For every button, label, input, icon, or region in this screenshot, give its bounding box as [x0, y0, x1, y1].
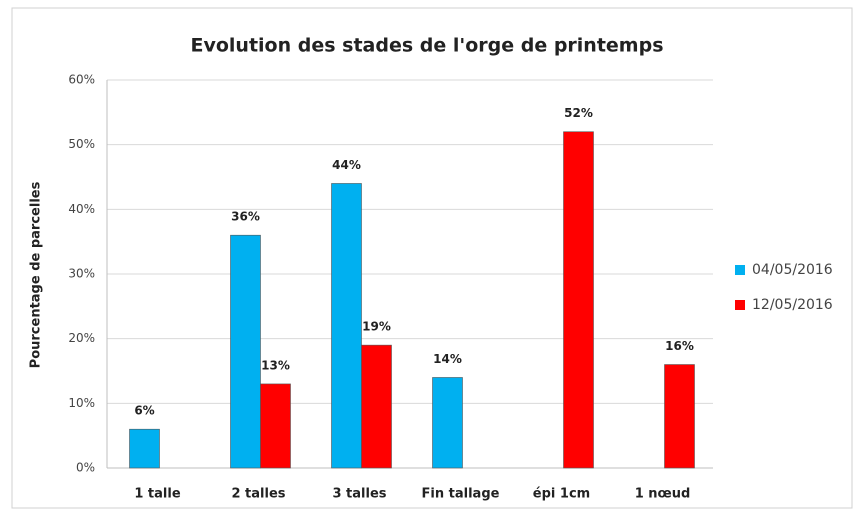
x-tick-label: 1 talle [134, 487, 180, 502]
value-label: 13% [261, 358, 290, 372]
value-label: 6% [134, 404, 154, 418]
bar [331, 183, 362, 469]
bar [563, 131, 594, 469]
bar [664, 364, 695, 469]
bar [230, 234, 261, 469]
value-label: 52% [564, 106, 593, 120]
y-tick-label: 60% [68, 73, 95, 87]
legend-label: 04/05/2016 [752, 262, 833, 278]
x-tick-label: épi 1cm [533, 487, 590, 502]
y-axis-title: Pourcentage de parcelles [29, 181, 44, 368]
legend-swatch [735, 265, 745, 275]
y-tick-label: 0% [76, 461, 95, 475]
x-tick-label: Fin tallage [422, 487, 500, 502]
value-label: 14% [433, 352, 462, 366]
chart-title: Evolution des stades de l'orge de printe… [190, 35, 663, 57]
x-tick-label: 1 nœud [635, 487, 691, 502]
x-tick-label: 3 talles [332, 487, 386, 502]
value-label: 19% [362, 320, 391, 334]
value-label: 36% [231, 210, 260, 224]
value-label: 44% [332, 158, 361, 172]
y-tick-label: 50% [68, 137, 95, 151]
chart-frame [11, 7, 853, 509]
y-tick-label: 10% [68, 396, 95, 410]
y-tick-label: 40% [68, 202, 95, 216]
bar [432, 377, 463, 469]
bar [260, 383, 291, 469]
y-tick-label: 30% [68, 267, 95, 281]
legend-label: 12/05/2016 [752, 297, 833, 313]
bar [361, 344, 392, 469]
bar [129, 428, 160, 469]
y-tick-label: 20% [68, 331, 95, 345]
legend-swatch [735, 300, 745, 310]
value-label: 16% [665, 339, 694, 353]
x-tick-label: 2 talles [231, 487, 285, 502]
